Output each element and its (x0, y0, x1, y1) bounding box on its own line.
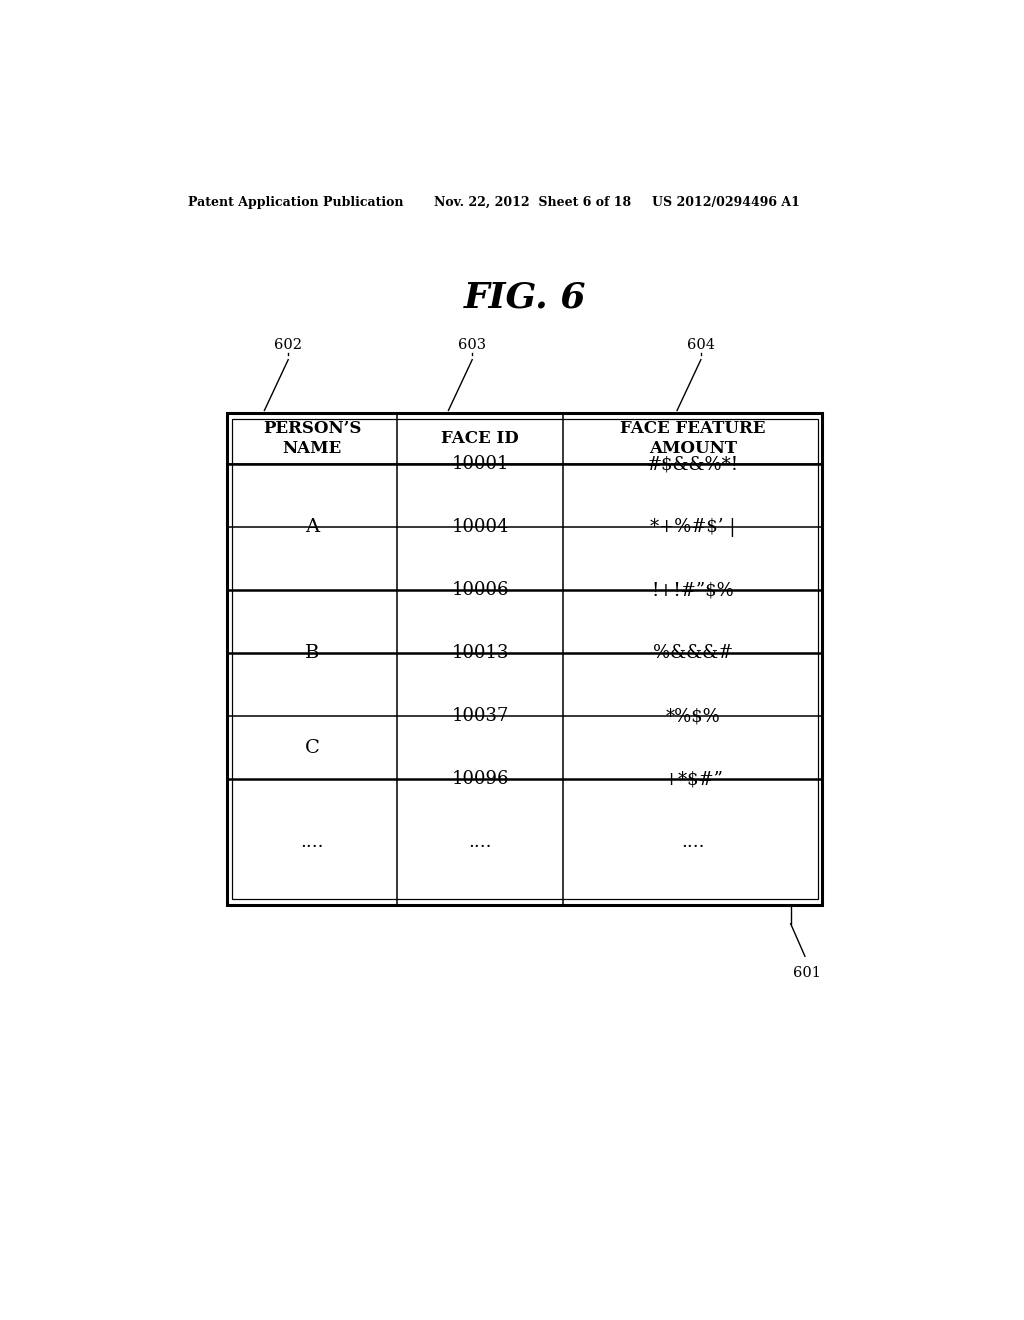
Text: 10004: 10004 (452, 519, 509, 536)
Text: FACE ID: FACE ID (441, 430, 519, 447)
Text: PERSON’S
NAME: PERSON’S NAME (263, 420, 361, 457)
Text: *+%#$’ |: *+%#$’ | (650, 517, 735, 537)
Text: 603: 603 (458, 338, 486, 351)
Text: ....: .... (300, 833, 324, 851)
Text: 10001: 10001 (452, 455, 509, 474)
Text: 602: 602 (274, 338, 302, 351)
Text: US 2012/0294496 A1: US 2012/0294496 A1 (652, 195, 800, 209)
Text: 10037: 10037 (452, 708, 509, 726)
Text: 10096: 10096 (452, 771, 509, 788)
Text: +*$#”: +*$#” (663, 771, 723, 788)
Text: FIG. 6: FIG. 6 (464, 280, 586, 314)
Bar (232, 418, 817, 899)
Text: C: C (304, 739, 319, 756)
Text: 10013: 10013 (452, 644, 509, 663)
Text: Patent Application Publication: Patent Application Publication (187, 195, 403, 209)
Text: ....: .... (681, 833, 705, 851)
Text: ....: .... (468, 833, 492, 851)
Text: !+!#”$%: !+!#”$% (651, 581, 734, 599)
Text: #$&&%*!: #$&&%*! (647, 455, 739, 474)
Text: 10006: 10006 (452, 581, 509, 599)
Text: %&&&#: %&&&# (653, 644, 733, 663)
Bar (227, 413, 822, 906)
Text: *%$%: *%$% (666, 708, 720, 726)
Text: 601: 601 (793, 966, 820, 981)
Text: B: B (305, 644, 319, 663)
Text: Nov. 22, 2012  Sheet 6 of 18: Nov. 22, 2012 Sheet 6 of 18 (433, 195, 631, 209)
Text: 604: 604 (687, 338, 715, 351)
Text: A: A (305, 519, 319, 536)
Text: FACE FEATURE
AMOUNT: FACE FEATURE AMOUNT (621, 420, 766, 457)
